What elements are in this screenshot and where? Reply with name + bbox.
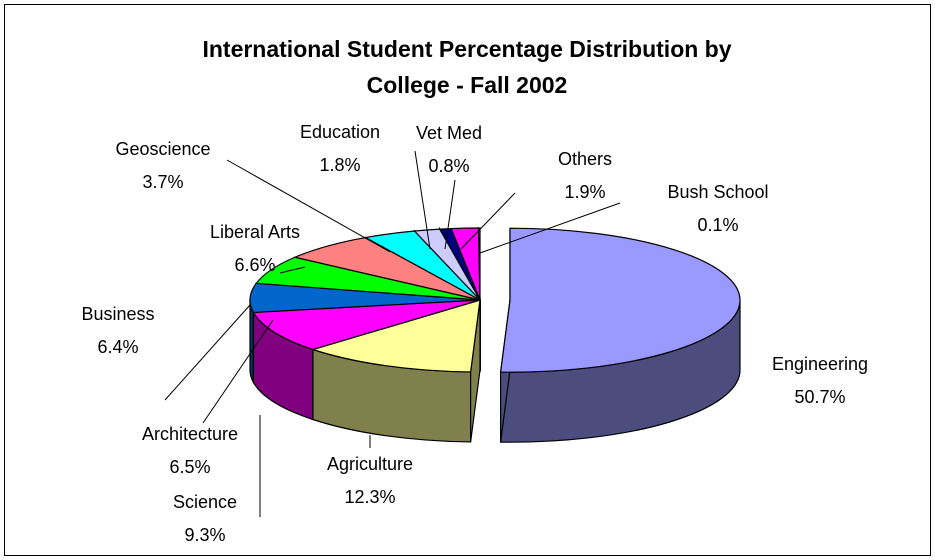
value-label-vet-med: 0.8% bbox=[428, 156, 469, 176]
label-vet-med: Vet Med bbox=[416, 123, 482, 143]
leader-lines bbox=[164, 150, 621, 517]
leader-line-architecture bbox=[202, 319, 274, 424]
slice-agriculture bbox=[310, 299, 481, 373]
value-label-bush-school: 0.1% bbox=[697, 215, 738, 235]
leader-line-business bbox=[164, 304, 251, 401]
value-label-liberal-arts: 6.6% bbox=[234, 255, 275, 275]
slice-bush-school bbox=[477, 227, 481, 301]
value-label-science: 9.3% bbox=[184, 525, 225, 545]
value-label-others: 1.9% bbox=[564, 182, 605, 202]
value-label-business: 6.4% bbox=[97, 337, 138, 357]
pie-chart: International Student Percentage Distrib… bbox=[81, 36, 868, 545]
label-bush-school: Bush School bbox=[667, 182, 768, 202]
leader-line-geoscience bbox=[226, 159, 391, 253]
leader-line-education bbox=[414, 150, 431, 250]
pie-layer bbox=[249, 226, 741, 443]
label-geoscience: Geoscience bbox=[115, 139, 210, 159]
value-label-education: 1.8% bbox=[319, 155, 360, 175]
label-architecture: Architecture bbox=[142, 424, 238, 444]
chart-title-line-2: College - Fall 2002 bbox=[367, 72, 568, 98]
value-label-engineering: 50.7% bbox=[794, 387, 845, 407]
leader-line-vet-med bbox=[444, 179, 456, 250]
chart-frame: International Student Percentage Distrib… bbox=[4, 4, 931, 556]
slice-labels: Engineering 50.7% Agriculture 12.3% Science 9… bbox=[81, 122, 868, 545]
label-liberal-arts: Liberal Arts bbox=[210, 222, 300, 242]
leader-line-liberal-arts bbox=[279, 266, 306, 274]
label-engineering: Engineering bbox=[772, 354, 868, 374]
value-label-agriculture: 12.3% bbox=[344, 487, 395, 507]
label-others: Others bbox=[558, 149, 612, 169]
label-science: Science bbox=[173, 492, 237, 512]
value-label-architecture: 6.5% bbox=[169, 457, 210, 477]
leader-line-bush-school bbox=[479, 202, 621, 254]
label-business: Business bbox=[81, 304, 154, 324]
value-label-geoscience: 3.7% bbox=[142, 172, 183, 192]
label-agriculture: Agriculture bbox=[327, 454, 413, 474]
slice-engineering bbox=[499, 227, 741, 373]
slice-science bbox=[252, 299, 481, 351]
chart-title-line-1: International Student Percentage Distrib… bbox=[202, 36, 731, 62]
label-education: Education bbox=[300, 122, 380, 142]
leader-line-others bbox=[460, 192, 516, 250]
